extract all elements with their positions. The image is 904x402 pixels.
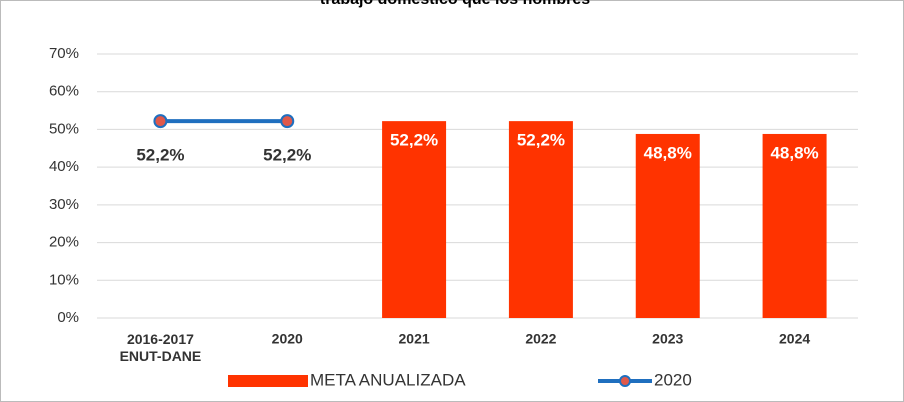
bar (635, 133, 700, 318)
x-tick-label: 2022 (525, 331, 556, 347)
y-tick-label: 0% (57, 309, 79, 326)
legend-swatch (228, 375, 308, 387)
legend-label: META ANUALIZADA (310, 370, 466, 389)
data-label: 48,8% (644, 143, 692, 162)
y-tick-label: 10% (49, 271, 79, 288)
legend-label: 2020 (654, 370, 692, 389)
line-marker (280, 114, 295, 129)
y-tick-label: 40% (49, 158, 79, 175)
bar (508, 121, 573, 318)
legend-marker (619, 375, 631, 387)
x-tick-label: 2016-2017 ENUT-DANE (120, 331, 202, 364)
bar (762, 133, 827, 318)
x-tick-label: 2024 (779, 331, 810, 347)
y-tick-label: 70% (49, 45, 79, 62)
chart-title: trabajo doméstico que los hombres (320, 0, 590, 8)
x-tick-label: 2021 (399, 331, 430, 347)
data-label: 52,2% (517, 131, 565, 150)
y-tick-label: 20% (49, 234, 79, 251)
data-label: 52,2% (136, 146, 184, 165)
x-tick-label: 2023 (652, 331, 683, 347)
y-tick-label: 60% (49, 83, 79, 100)
data-label: 52,2% (390, 131, 438, 150)
line-marker (153, 114, 168, 129)
y-tick-label: 30% (49, 196, 79, 213)
x-tick-label: 2020 (272, 331, 303, 347)
data-label: 48,8% (770, 143, 818, 162)
bar (382, 121, 447, 318)
data-label: 52,2% (263, 146, 311, 165)
y-tick-label: 50% (49, 120, 79, 137)
